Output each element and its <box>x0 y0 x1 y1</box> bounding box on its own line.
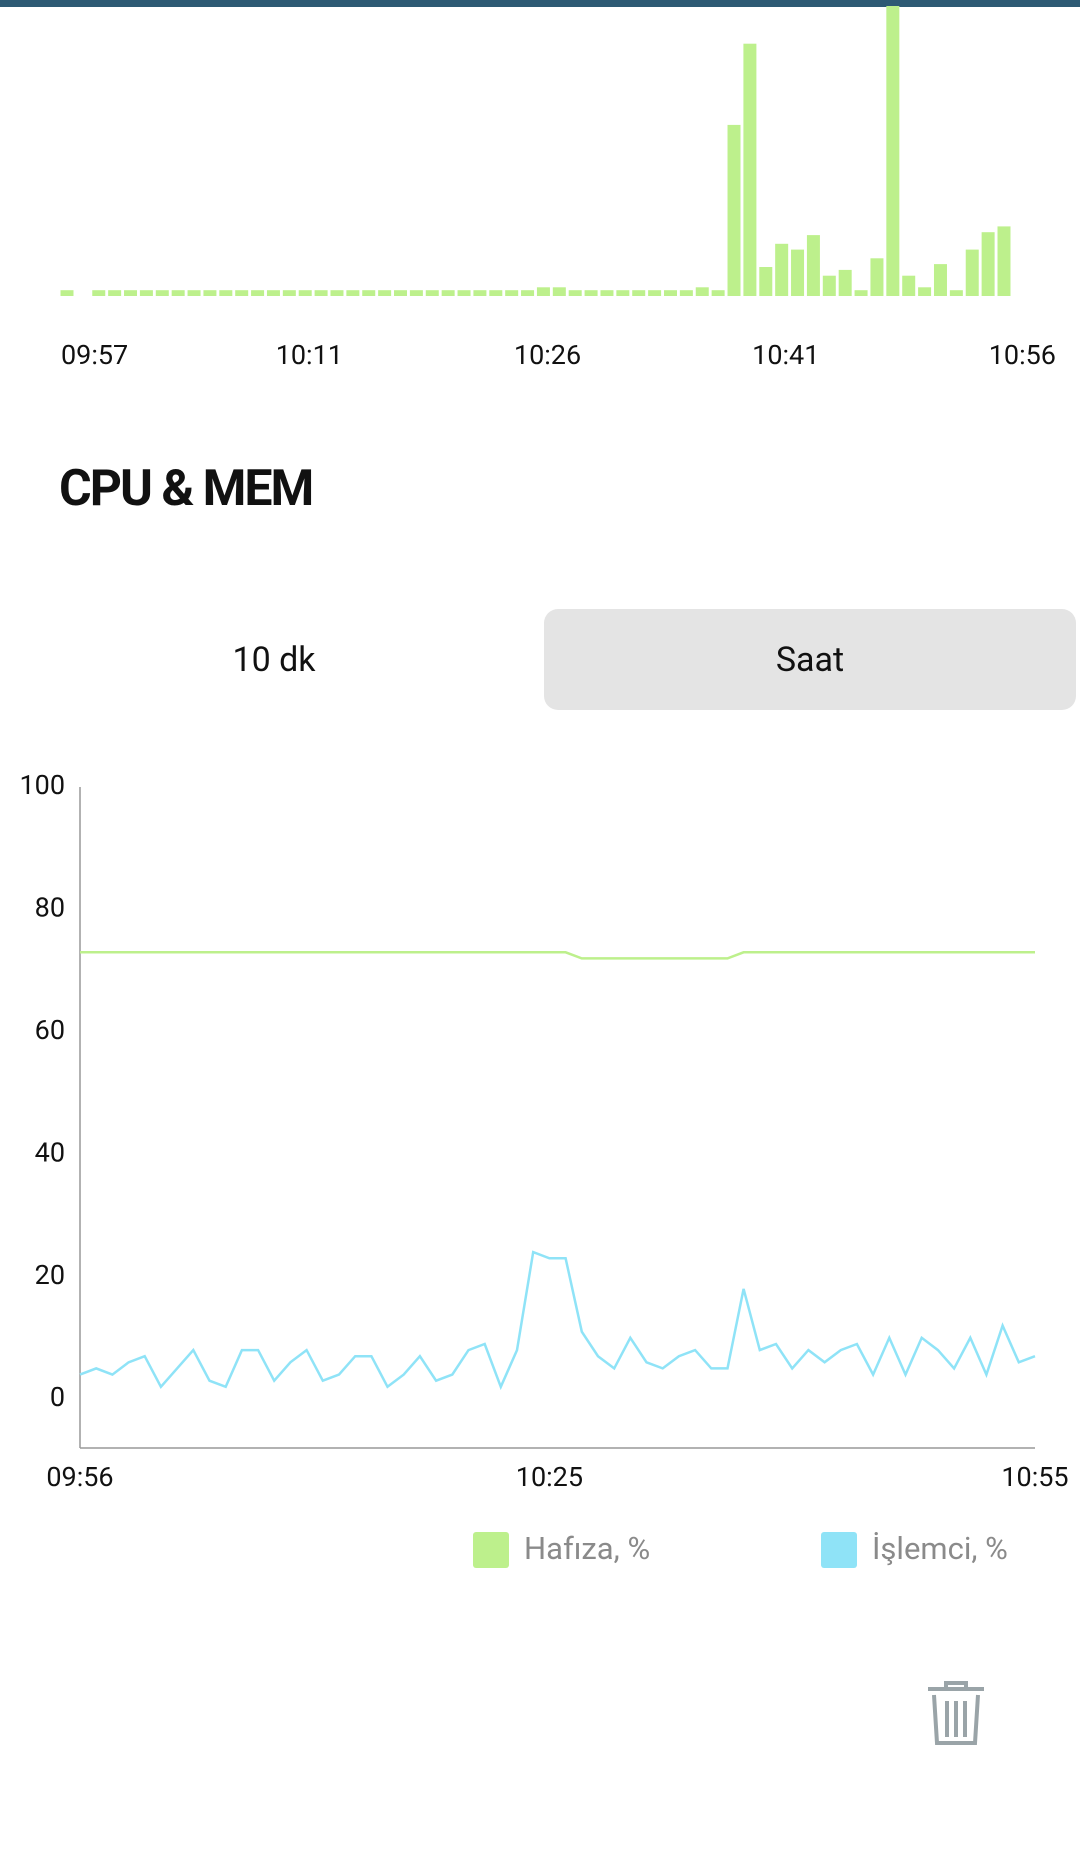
bar <box>679 290 693 296</box>
bar <box>282 290 296 296</box>
bar <box>266 290 280 296</box>
y-tick-label: 80 <box>35 892 65 924</box>
bar <box>870 258 884 296</box>
bar <box>235 290 249 296</box>
bar <box>695 287 709 296</box>
bar <box>362 290 376 296</box>
legend-swatch <box>821 1532 857 1568</box>
bar <box>378 290 392 296</box>
bar <box>346 290 360 296</box>
bar <box>902 275 916 296</box>
bar <box>806 235 820 296</box>
legend-label: Hafıza, % <box>524 1530 650 1567</box>
bar <box>521 290 535 296</box>
bar <box>536 287 550 296</box>
trash-body <box>932 1694 980 1745</box>
section-title: CPU & MEM <box>59 460 312 518</box>
y-tick-label: 20 <box>35 1259 65 1291</box>
bar <box>949 290 963 296</box>
bar <box>568 290 582 296</box>
line-series <box>79 1250 1036 1391</box>
bar <box>632 290 646 296</box>
bar <box>711 290 725 296</box>
bar <box>981 232 995 296</box>
tab-label: Saat <box>776 640 844 680</box>
x-tick-label: 10:11 <box>276 339 343 371</box>
bar <box>616 290 630 296</box>
bar <box>933 264 947 296</box>
bar <box>552 287 566 296</box>
y-tick-label: 100 <box>19 769 65 801</box>
x-tick-label: 10:26 <box>514 339 581 371</box>
x-tick-label: 09:56 <box>46 1461 113 1493</box>
x-tick-label: 10:56 <box>989 339 1056 371</box>
trash-handle <box>944 1681 968 1689</box>
bar <box>648 290 662 296</box>
bar <box>727 124 741 297</box>
bar <box>505 290 519 296</box>
top-bar <box>0 0 1080 7</box>
bar <box>965 249 979 296</box>
legend-label: İşlemci, % <box>872 1530 1008 1567</box>
bar <box>584 290 598 296</box>
bar <box>663 290 677 296</box>
bar <box>743 43 757 297</box>
bar <box>822 275 836 296</box>
bar <box>298 290 312 296</box>
tab-label: 10 dk <box>232 640 316 680</box>
tab-bar: 10 dk Saat <box>232 609 1076 710</box>
bar <box>791 249 805 296</box>
tab[interactable]: Saat <box>544 609 1076 710</box>
bar <box>997 226 1011 296</box>
bar <box>187 290 201 296</box>
bar <box>854 290 868 296</box>
bar <box>314 290 328 296</box>
line-series <box>80 951 1035 960</box>
tab-selected-bg <box>544 609 1076 710</box>
bar <box>330 290 344 296</box>
delete-button[interactable] <box>928 1681 984 1745</box>
bar <box>251 290 265 296</box>
x-tick-label: 09:57 <box>61 339 128 371</box>
bar <box>600 290 614 296</box>
bar <box>92 290 106 296</box>
bar <box>139 290 153 296</box>
bar <box>60 290 74 296</box>
bar <box>775 243 789 296</box>
bar <box>124 290 138 296</box>
bar <box>441 290 455 296</box>
bar <box>409 290 423 296</box>
bar <box>457 290 471 296</box>
x-tick-label: 10:25 <box>516 1461 583 1493</box>
y-tick-label: 0 <box>50 1381 65 1413</box>
x-tick-label: 10:41 <box>752 339 819 371</box>
bar <box>838 269 852 296</box>
bar <box>203 290 217 296</box>
bar <box>886 6 900 296</box>
bar <box>171 290 185 296</box>
bar <box>489 290 503 296</box>
y-tick-label: 40 <box>35 1136 65 1168</box>
bar <box>473 290 487 296</box>
x-tick-label: 10:55 <box>1001 1461 1068 1493</box>
bar <box>918 287 932 296</box>
tab[interactable]: 10 dk <box>232 640 316 680</box>
bar <box>425 290 439 296</box>
y-tick-label: 60 <box>35 1014 65 1046</box>
bar <box>759 267 773 296</box>
bar <box>219 290 233 296</box>
legend-swatch <box>473 1532 509 1568</box>
bar <box>394 290 408 296</box>
bar <box>155 290 169 296</box>
bar <box>108 290 122 296</box>
